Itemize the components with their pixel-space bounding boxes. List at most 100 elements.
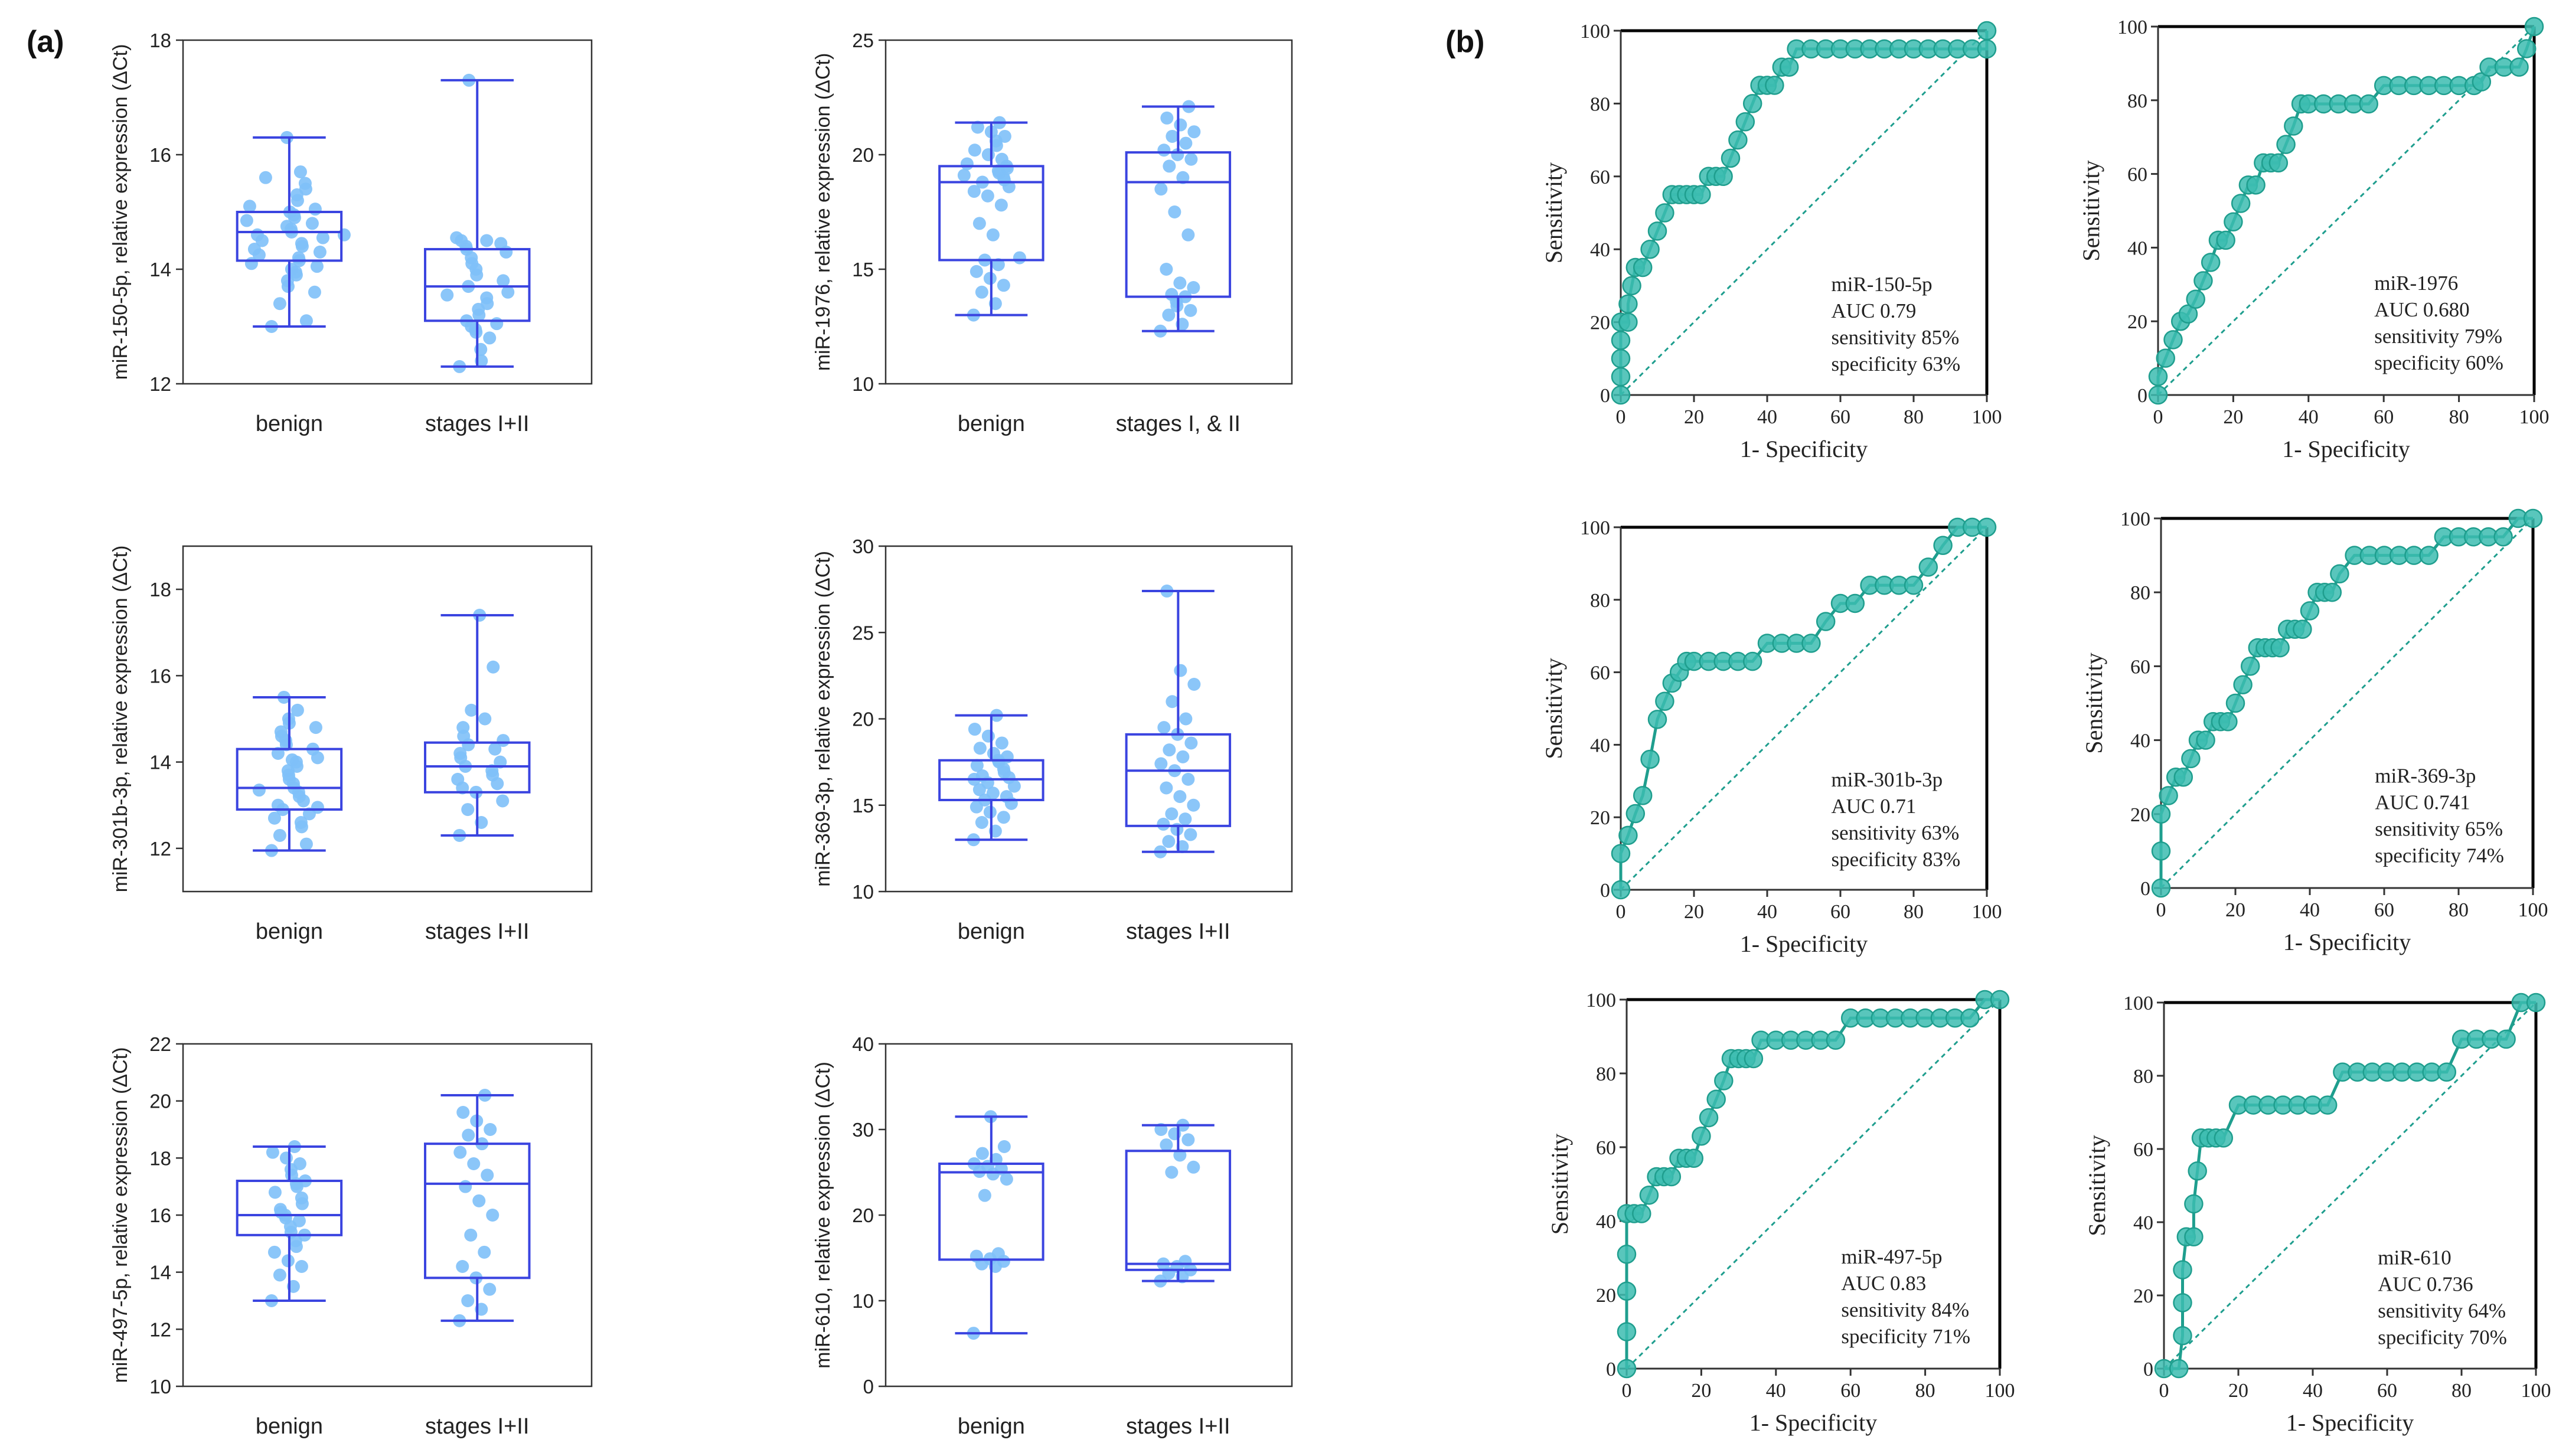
x-category-label: stages I+II — [1126, 919, 1230, 944]
y-tick-label: 14 — [149, 1262, 171, 1284]
y-tick-label: 80 — [2130, 582, 2150, 604]
data-point — [1160, 111, 1174, 125]
y-axis-label: miR-610, relative expression (ΔCt) — [812, 1062, 834, 1369]
x-tick-label: 100 — [1972, 406, 2002, 428]
y-tick-label: 0 — [1600, 385, 1610, 407]
data-point — [440, 288, 454, 302]
roc-point — [2159, 786, 2178, 805]
roc-point — [2181, 749, 2201, 769]
data-point — [1187, 125, 1201, 139]
box-chart-box-mir1976: 10 15 20 25 miR-1976, relative expression (Δ… — [812, 30, 1293, 436]
roc-point — [1622, 276, 1641, 296]
data-point — [294, 816, 308, 829]
x-tick-label: 60 — [2374, 899, 2394, 921]
roc-point — [1990, 990, 2010, 1010]
plot-frame — [884, 39, 1293, 385]
y-tick-label: 16 — [149, 665, 171, 687]
x-tick-label: 20 — [2223, 406, 2243, 428]
x-axis-label: 1- Specificity — [2282, 436, 2410, 462]
data-point — [1154, 182, 1168, 196]
roc-point — [1744, 1049, 1764, 1069]
data-point — [465, 703, 478, 717]
x-tick-label: 80 — [1904, 901, 1924, 923]
roc-point — [1904, 575, 1924, 595]
y-tick-label: 18 — [149, 579, 171, 600]
y-tick-label: 12 — [149, 373, 171, 395]
data-point — [309, 721, 322, 734]
y-tick-label: 10 — [852, 881, 874, 903]
data-point — [273, 1268, 286, 1282]
data-point — [997, 1140, 1011, 1153]
data-point — [1157, 817, 1170, 831]
roc-annotation-line: AUC 0.736 — [2378, 1272, 2473, 1295]
roc-point — [1611, 880, 1631, 900]
data-point — [311, 801, 324, 814]
data-point — [995, 152, 1008, 166]
roc-point — [2218, 712, 2238, 732]
roc-annotation-line: specificity 83% — [1832, 848, 1961, 871]
data-point — [481, 1168, 494, 1182]
roc-point — [2148, 385, 2168, 405]
data-point — [987, 747, 1000, 760]
box-chart-box-mir497: 10 12 14 16 18 20 22 miR-497-5p, relative expre… — [109, 1033, 593, 1439]
y-tick-label: 80 — [2127, 90, 2147, 112]
y-tick-label: 40 — [1596, 1211, 1616, 1233]
data-point — [480, 234, 494, 247]
roc-point — [2493, 527, 2513, 547]
y-tick-label: 15 — [852, 259, 874, 280]
roc-point — [1960, 1008, 1980, 1028]
roc-annotation-line: AUC 0.79 — [1832, 299, 1917, 322]
roc-point — [2173, 1293, 2192, 1313]
data-point — [274, 725, 288, 739]
data-point — [266, 1145, 279, 1159]
roc-point — [1611, 844, 1631, 863]
roc-point — [2156, 348, 2175, 368]
data-point — [1187, 281, 1200, 295]
data-point — [295, 1260, 308, 1273]
roc-point — [2322, 582, 2342, 602]
data-point — [299, 314, 313, 328]
roc-point — [1714, 1071, 1734, 1091]
y-tick-label: 22 — [149, 1033, 171, 1055]
data-point — [1179, 712, 1193, 726]
y-tick-label: 0 — [863, 1376, 874, 1398]
data-point — [967, 185, 981, 198]
data-point — [456, 1106, 470, 1119]
data-point — [483, 1282, 497, 1296]
y-tick-label: 20 — [2130, 804, 2150, 826]
roc-point — [1692, 185, 1711, 204]
data-point — [267, 1245, 281, 1259]
x-axis-label: 1- Specificity — [2286, 1409, 2414, 1436]
roc-point — [2496, 1029, 2516, 1049]
y-axis-label: Sensitivity — [1540, 162, 1567, 263]
roc-point — [2201, 253, 2221, 272]
data-point — [273, 828, 286, 842]
data-point — [1166, 695, 1179, 709]
x-tick-label: 40 — [2303, 1380, 2323, 1402]
data-point — [1000, 1173, 1013, 1186]
roc-point — [2193, 271, 2213, 290]
roc-point — [1918, 557, 1938, 577]
y-tick-label: 100 — [2117, 17, 2147, 38]
data-point — [267, 811, 281, 825]
roc-point — [2231, 194, 2251, 213]
data-point — [501, 285, 515, 299]
roc-point — [2188, 1161, 2207, 1181]
data-point — [972, 217, 986, 230]
roc-point — [1801, 634, 1821, 653]
data-point — [986, 228, 1000, 241]
roc-point — [1684, 1148, 1704, 1168]
data-point — [978, 1189, 991, 1202]
roc-annotation-line: sensitivity 64% — [2378, 1299, 2506, 1322]
data-point — [483, 331, 497, 345]
data-point — [998, 129, 1011, 143]
roc-point — [1639, 1186, 1659, 1205]
roc-point — [2233, 675, 2253, 694]
roc-point — [2268, 153, 2289, 173]
y-tick-label: 10 — [852, 1290, 874, 1312]
data-point — [298, 177, 312, 190]
data-point — [308, 203, 322, 216]
data-point — [986, 786, 1000, 800]
data-point — [960, 157, 974, 171]
y-tick-label: 100 — [1580, 517, 1610, 539]
